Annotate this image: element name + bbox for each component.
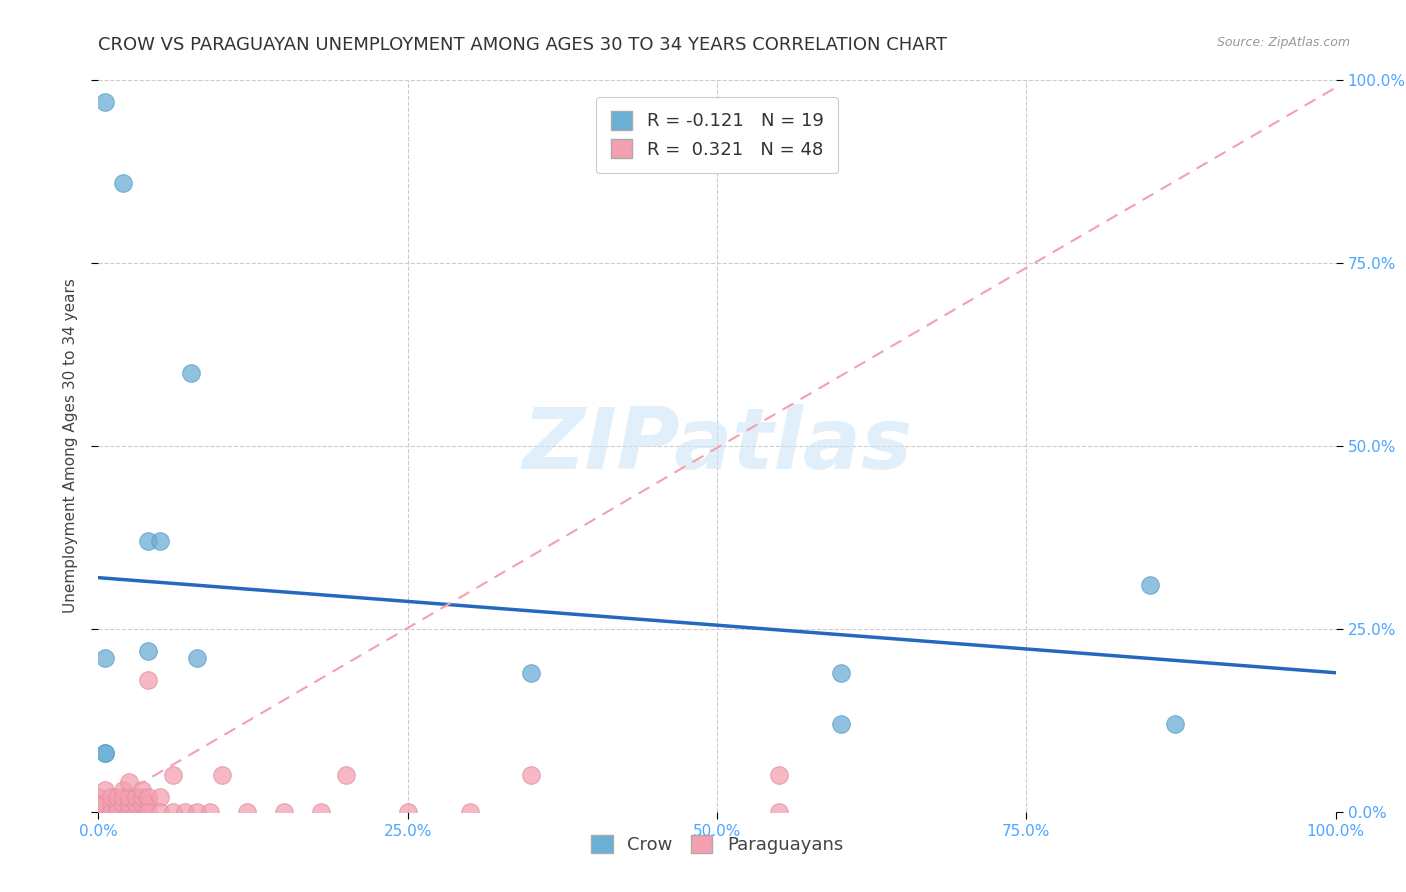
Point (309, 805, 332, 819)
Point (105, 790, 128, 805)
Point (768, 805, 790, 819)
Point (162, 768, 184, 782)
Point (112, 176, 135, 190)
Point (112, 782, 135, 797)
Point (87, 797, 110, 812)
Point (131, 797, 153, 812)
Point (124, 805, 146, 819)
Text: Source: ZipAtlas.com: Source: ZipAtlas.com (1216, 36, 1350, 49)
Point (136, 790, 159, 805)
Point (118, 805, 141, 819)
Point (93, 805, 115, 819)
Point (273, 805, 295, 819)
Point (180, 366, 202, 380)
Text: ZIPatlas: ZIPatlas (522, 404, 912, 488)
Point (211, 768, 233, 782)
Point (124, 790, 146, 805)
Point (87, 790, 110, 805)
Point (186, 651, 208, 665)
Point (136, 534, 159, 549)
Point (1164, 717, 1187, 731)
Point (136, 805, 159, 819)
Point (93, 651, 115, 665)
Legend: Crow, Paraguayans: Crow, Paraguayans (576, 821, 858, 869)
Point (236, 805, 259, 819)
Point (118, 790, 141, 805)
Point (112, 790, 135, 805)
Point (396, 805, 419, 819)
Point (112, 797, 135, 812)
Point (520, 665, 543, 680)
Point (149, 790, 172, 805)
Point (124, 797, 146, 812)
Point (136, 673, 159, 687)
Point (100, 805, 122, 819)
Point (830, 717, 852, 731)
Point (186, 805, 208, 819)
Point (198, 805, 221, 819)
Point (136, 797, 159, 812)
Point (768, 768, 790, 782)
Point (105, 797, 128, 812)
Point (520, 768, 543, 782)
Point (105, 805, 128, 819)
Point (131, 790, 153, 805)
Point (458, 805, 481, 819)
Point (100, 797, 122, 812)
Point (162, 805, 184, 819)
Y-axis label: Unemployment Among Ages 30 to 34 years: Unemployment Among Ages 30 to 34 years (63, 278, 77, 614)
Point (149, 534, 172, 549)
Text: CROW VS PARAGUAYAN UNEMPLOYMENT AMONG AGES 30 TO 34 YEARS CORRELATION CHART: CROW VS PARAGUAYAN UNEMPLOYMENT AMONG AG… (98, 36, 948, 54)
Point (93, 746, 115, 760)
Point (93, 95, 115, 110)
Point (118, 797, 141, 812)
Point (136, 644, 159, 658)
Point (830, 665, 852, 680)
Point (1139, 578, 1161, 592)
Point (335, 768, 357, 782)
Point (149, 805, 172, 819)
Point (93, 746, 115, 760)
Point (118, 775, 141, 789)
Point (100, 790, 122, 805)
Point (93, 782, 115, 797)
Point (174, 805, 197, 819)
Point (93, 797, 115, 812)
Point (131, 782, 153, 797)
